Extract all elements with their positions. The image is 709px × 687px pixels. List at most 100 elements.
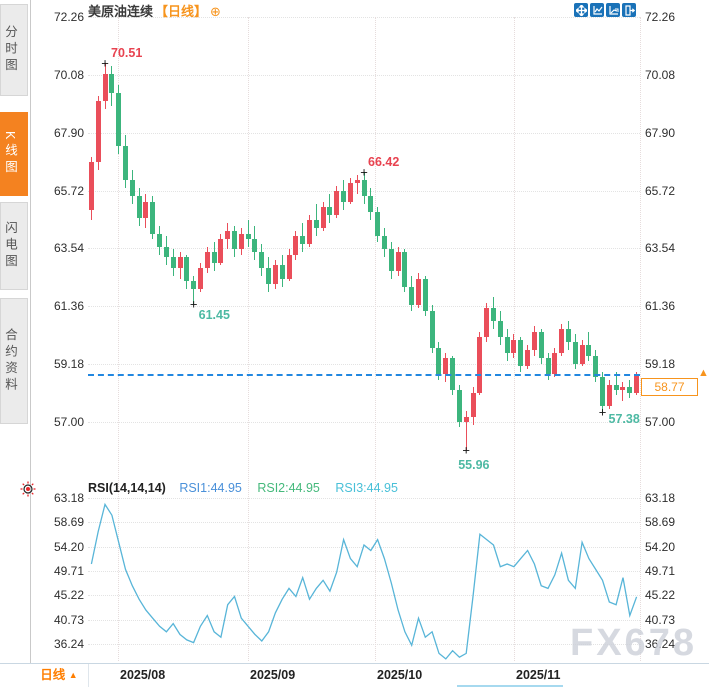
candle <box>600 376 606 407</box>
candle <box>429 310 435 348</box>
candle <box>388 249 394 271</box>
period-selector[interactable]: 日线 ▲ <box>30 664 89 687</box>
price-axis-label-right: 70.08 <box>645 67 676 82</box>
candle <box>306 220 312 245</box>
add-indicator-icon[interactable]: ⊕ <box>210 4 221 19</box>
candle <box>259 252 265 269</box>
rsi-axis-label-right: 49.71 <box>645 563 676 578</box>
candle <box>95 100 101 162</box>
candle-wick <box>247 220 249 247</box>
indicator-settings-icon[interactable] <box>20 481 36 497</box>
plot-right-edge-line <box>640 17 641 661</box>
candle <box>470 392 476 417</box>
rsi-axis-label-left: 36.24 <box>53 636 84 651</box>
chart-header: 美原油连续 【日线】 ⊕ <box>88 1 221 20</box>
rsi-axis-label-right: 58.69 <box>645 515 676 530</box>
rsi3-value: RSI3:44.95 <box>335 481 398 495</box>
candle-wick <box>615 371 617 396</box>
candle <box>252 238 258 253</box>
axis-scale-left-icon[interactable] <box>606 3 620 17</box>
price-axis-label-right: 67.90 <box>645 125 676 140</box>
candle <box>559 329 565 353</box>
candle <box>613 384 619 391</box>
candle <box>565 329 571 343</box>
candle <box>341 191 347 202</box>
price-axis-label-left: 67.90 <box>53 125 84 140</box>
rsi-gridline <box>88 643 640 645</box>
rsi-axis-label-left: 54.20 <box>53 539 84 554</box>
rsi-axis-label-right: 45.22 <box>645 588 676 603</box>
candle-wick <box>193 276 195 304</box>
high-price-label: 66.42 <box>368 154 400 169</box>
date-label: 2025/10 <box>377 668 423 682</box>
period-selector-label: 日线 <box>40 668 66 682</box>
price-axis-label-right: 63.54 <box>645 241 676 256</box>
candle <box>416 278 422 306</box>
candle <box>136 196 142 218</box>
rsi-gridline <box>88 595 640 597</box>
rsi-axis-label-right: 40.73 <box>645 612 676 627</box>
candle <box>490 307 496 322</box>
candle <box>272 265 278 284</box>
candle <box>443 358 449 375</box>
price-axis-label-left: 57.00 <box>53 415 84 430</box>
price-axis-label-left: 70.08 <box>53 67 84 82</box>
price-axis-label-right: 61.36 <box>645 299 676 314</box>
current-price-line <box>88 374 640 377</box>
candle-wick <box>622 382 624 401</box>
visible-range-indicator[interactable] <box>457 685 563 687</box>
candle <box>572 342 578 364</box>
candle <box>88 161 94 210</box>
candle <box>177 257 183 269</box>
candle <box>538 331 544 359</box>
crosshair-move-icon[interactable] <box>574 3 588 17</box>
candle <box>586 345 592 356</box>
rsi-axis-label-right: 63.18 <box>645 491 676 505</box>
extreme-marker-cross: + <box>101 55 109 71</box>
date-label: 2025/08 <box>120 668 166 682</box>
price-axis-label-left: 72.26 <box>53 10 84 24</box>
candle <box>150 201 156 234</box>
bottom-time-axis-bar: 日线 ▲ 2025/08 2025/09 2025/10 2025/11 <box>0 663 709 687</box>
candle <box>122 145 128 181</box>
price-gridline <box>88 17 640 18</box>
candle <box>102 74 108 101</box>
detach-window-icon[interactable] <box>622 3 636 17</box>
candle <box>395 252 401 271</box>
rsi1-value: RSI1:44.95 <box>179 481 242 495</box>
period-up-arrow-icon: ▲ <box>68 670 78 680</box>
candle <box>477 337 483 393</box>
candle <box>129 180 135 197</box>
rsi-gridline <box>88 498 640 499</box>
candle <box>163 246 169 258</box>
candle <box>375 212 381 237</box>
axis-scale-icon[interactable] <box>590 3 604 17</box>
candle <box>320 207 326 229</box>
date-label: 2025/11 <box>516 668 561 682</box>
rsi-axis-label-right: 36.24 <box>645 636 676 651</box>
candle <box>170 257 176 269</box>
current-price-box: 58.77 <box>641 378 698 397</box>
price-axis-label-left: 65.72 <box>53 183 84 198</box>
candle <box>525 350 531 367</box>
candle <box>381 236 387 250</box>
sidebar-tab-contract-info[interactable]: 合约资料 <box>0 298 28 424</box>
rsi-axis-label-right: 54.20 <box>645 539 676 554</box>
candle <box>606 384 612 407</box>
candle <box>300 236 306 245</box>
sidebar-tab-time-chart[interactable]: 分时图 <box>0 4 28 96</box>
candle <box>116 92 122 146</box>
fx678-watermark: FX678 <box>570 622 697 664</box>
candle <box>545 358 551 375</box>
sidebar-tab-kline-chart[interactable]: K线图 <box>0 112 28 196</box>
month-separator-line <box>118 17 119 661</box>
candle <box>634 375 640 393</box>
sidebar-tab-flash-chart[interactable]: 闪电图 <box>0 202 28 290</box>
month-separator-line <box>248 17 249 661</box>
candle <box>531 331 537 351</box>
candle <box>361 180 367 197</box>
candle <box>238 233 244 250</box>
extreme-marker-cross: + <box>598 404 607 420</box>
candle <box>204 252 210 269</box>
price-gridline <box>88 74 640 76</box>
